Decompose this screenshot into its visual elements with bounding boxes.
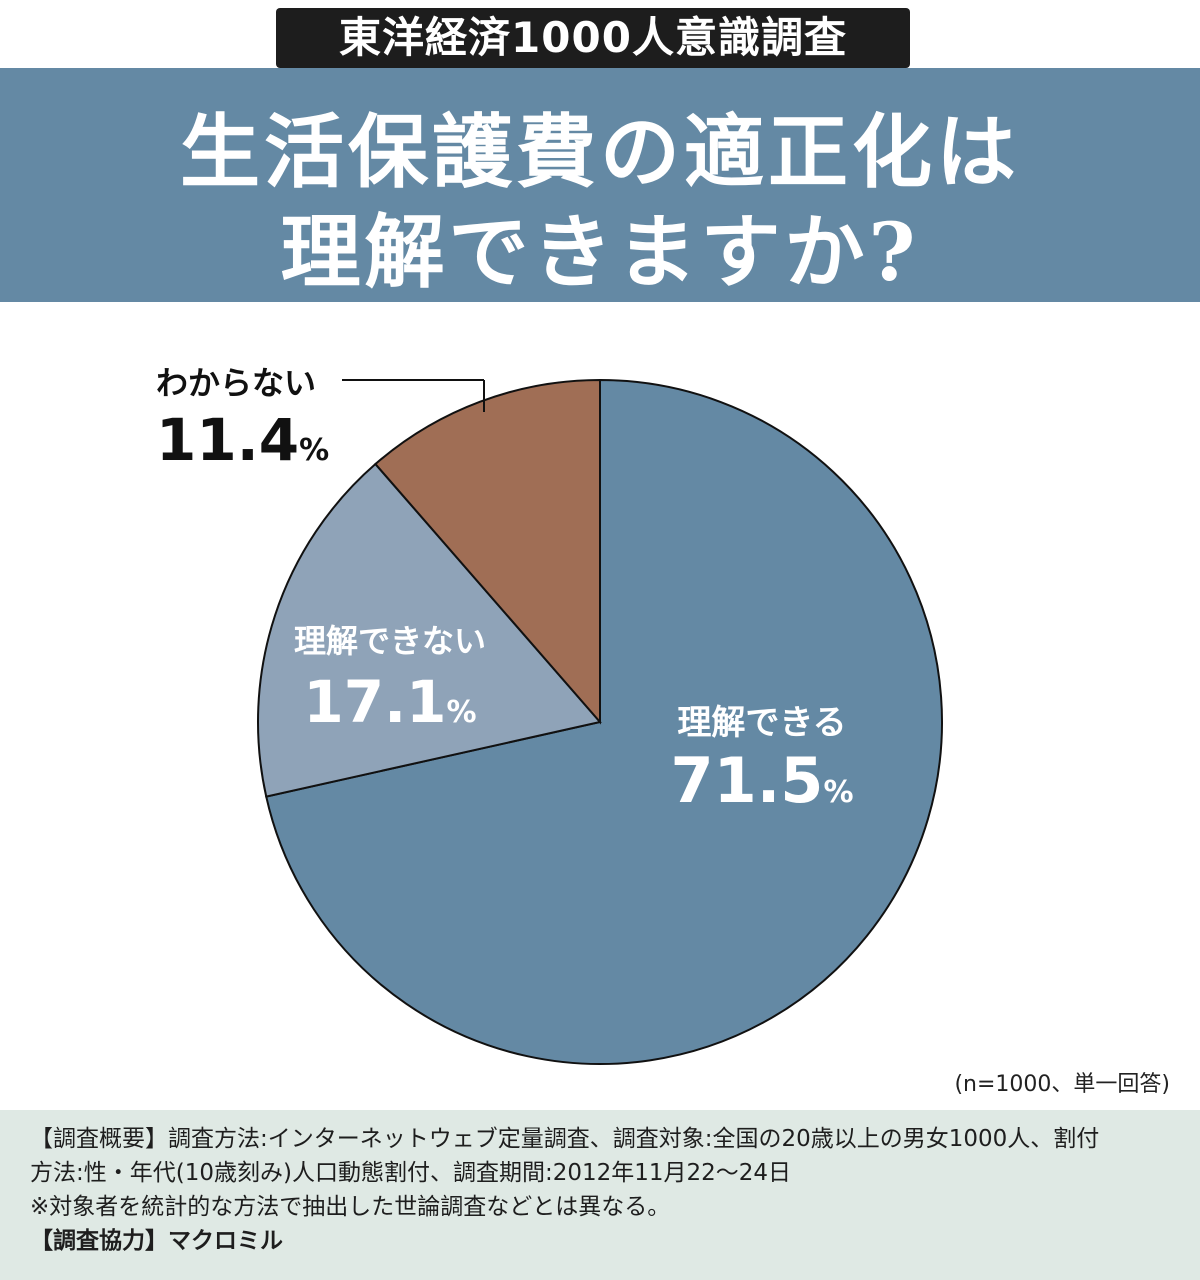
footer-line-4: 【調査協力】マクロミル <box>30 1224 1180 1258</box>
title-banner <box>0 68 1200 302</box>
slice-label-understand: 理解できる <box>677 703 846 743</box>
slice-label-not-understand: 理解できない <box>294 622 486 660</box>
pie-slices <box>257 378 943 1065</box>
chart-title-line-1: 生活保護費の適正化は <box>180 105 1020 199</box>
slice-value-understand: 71.5% <box>670 744 853 817</box>
pie-chart: 理解できる 71.5% 理解できない 17.1% わからない 11.4% <box>156 364 943 1065</box>
survey-footer: 【調査概要】調査方法:インターネットウェブ定量調査、調査対象:全国の20歳以上の… <box>0 1110 1200 1280</box>
footer-credit-value: マクロミル <box>168 1228 283 1254</box>
footer-line-2: 方法:性・年代(10歳刻み)人口動態割付、調査期間:2012年11月22〜24日 <box>30 1160 792 1186</box>
footer-credit-label: 【調査協力】 <box>30 1228 168 1254</box>
slice-label-dont-know: わからない <box>156 364 316 402</box>
pie-slice-dont-know <box>374 378 601 725</box>
footer-line-1: 【調査概要】調査方法:インターネットウェブ定量調査、調査対象:全国の20歳以上の… <box>30 1126 1100 1152</box>
survey-badge: 東洋経済1000人意識調査 <box>276 8 910 68</box>
pie-slice-not-understand <box>257 462 602 798</box>
slice-value-dont-know: 11.4% <box>156 406 329 474</box>
sample-note: (n=1000、単一回答) <box>954 1072 1170 1097</box>
chart-title-line-2: 理解できますか? <box>280 205 920 299</box>
pie-slice-understand <box>265 378 943 1065</box>
slice-value-not-understand: 17.1% <box>303 668 476 736</box>
footer-line-3: ※対象者を統計的な方法で抽出した世論調査などとは異なる。 <box>30 1194 671 1220</box>
